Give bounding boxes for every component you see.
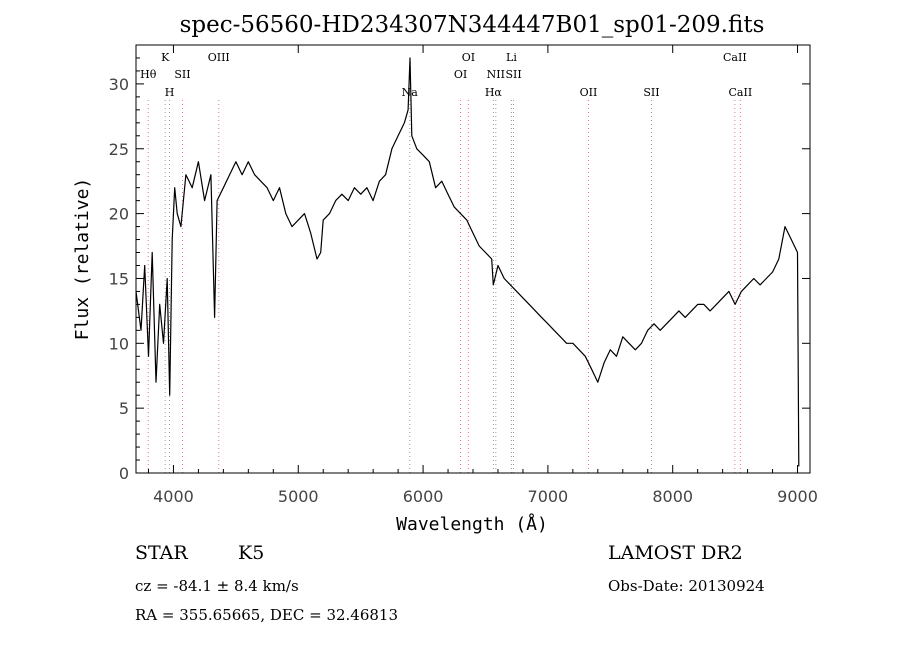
marker-label-11: SII xyxy=(505,68,521,81)
spectrum-series xyxy=(135,57,800,467)
marker-label-2: H xyxy=(165,86,175,99)
y-tick-label-4: 20 xyxy=(109,205,129,224)
x-tick-label-1: 5000 xyxy=(278,487,319,506)
marker-label-6: OI xyxy=(454,68,467,81)
y-tick-label-5: 25 xyxy=(109,140,129,159)
marker-label-14: CaII xyxy=(723,51,747,64)
x-axis-ticks: 4000 5000 6000 7000 8000 9000 xyxy=(147,45,818,506)
marker-label-15: CaII xyxy=(729,86,753,99)
marker-label-3: SII xyxy=(174,68,190,81)
marker-label-5: Na xyxy=(402,86,419,99)
y-tick-label-0: 0 xyxy=(119,464,129,483)
y-axis-label: Flux (relative) xyxy=(72,178,93,341)
marker-label-13: SII xyxy=(643,86,659,99)
y-tick-label-1: 5 xyxy=(119,399,129,418)
survey-name: LAMOST DR2 xyxy=(608,542,743,564)
y-tick-label-6: 30 xyxy=(109,75,129,94)
x-tick-label-0: 4000 xyxy=(153,487,194,506)
object-class: STAR xyxy=(135,542,188,564)
marker-label-10: Li xyxy=(506,51,517,64)
sky-coordinates: RA = 355.65665, DEC = 32.46813 xyxy=(135,606,399,624)
marker-label-0: Hθ xyxy=(140,68,157,81)
object-subclass: K5 xyxy=(238,542,265,564)
x-tick-label-3: 7000 xyxy=(528,487,569,506)
spectrum-chart: spec-56560-HD234307N344447B01_sp01-209.f… xyxy=(72,12,818,535)
chart-title: spec-56560-HD234307N344447B01_sp01-209.f… xyxy=(180,12,765,38)
x-axis-label: Wavelength (Å) xyxy=(396,513,548,535)
marker-label-4: OIII xyxy=(208,51,230,64)
marker-label-9: NII xyxy=(487,68,505,81)
observation-date: Obs-Date: 20130924 xyxy=(608,577,765,595)
y-tick-label-3: 15 xyxy=(109,269,129,288)
x-tick-label-2: 6000 xyxy=(403,487,444,506)
marker-label-12: OII xyxy=(580,86,598,99)
marker-label-8: Hα xyxy=(485,86,503,99)
y-axis-ticks: 0 5 10 15 20 25 30 xyxy=(109,44,810,483)
redshift-velocity: cz = -84.1 ± 8.4 km/s xyxy=(135,577,299,595)
marker-label-7: OI xyxy=(462,51,475,64)
plot-frame xyxy=(135,44,811,474)
x-tick-label-5: 9000 xyxy=(777,487,818,506)
y-tick-label-2: 10 xyxy=(109,334,129,353)
x-tick-label-4: 8000 xyxy=(652,487,693,506)
spectrum-line-0 xyxy=(135,57,800,467)
marker-label-1: K xyxy=(161,51,170,64)
